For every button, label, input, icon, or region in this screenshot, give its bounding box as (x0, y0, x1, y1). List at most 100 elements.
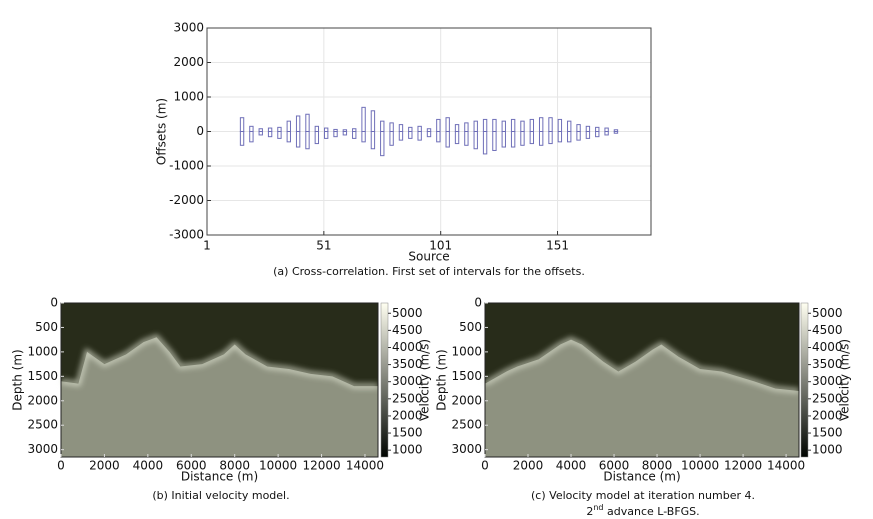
interval-bar (323, 131, 329, 139)
colorbar-tick-label: 2000 (392, 408, 423, 422)
interval-bar (352, 131, 357, 139)
interval-bar (576, 131, 581, 141)
interval-bar (314, 131, 320, 145)
interval-bar (286, 131, 291, 143)
interval-bar (305, 131, 310, 150)
interval-bar (501, 131, 506, 148)
x-tick-label: 8000 (219, 459, 250, 473)
interval-bar (258, 131, 263, 136)
interval-bar (249, 125, 254, 132)
interval-bar (548, 117, 553, 132)
interval-bar (492, 131, 497, 151)
y-tick-label: 0 (474, 296, 482, 310)
interval-bar (342, 131, 348, 136)
interval-bar (604, 127, 609, 133)
x-tick-label: 51 (316, 239, 331, 253)
interval-bar (464, 131, 469, 146)
colorbar-tick-label: 4000 (392, 340, 423, 354)
interval-bar (529, 131, 535, 145)
x-tick-label: 2000 (513, 459, 544, 473)
interval-bar (604, 131, 609, 136)
colorbar-tick-label: 1500 (392, 426, 423, 440)
interval-bar (595, 126, 600, 133)
interval-bar (520, 120, 525, 133)
interval-bar (380, 120, 385, 133)
interval-bar (370, 110, 376, 133)
interval-bar (277, 131, 282, 139)
interval-bar (361, 131, 366, 143)
x-tick-label: 10000 (259, 459, 297, 473)
interval-bar (482, 118, 488, 133)
x-axis-label: Distance (m) (181, 470, 258, 484)
y-tick-label: 2500 (27, 418, 58, 432)
interval-bar (389, 122, 394, 132)
y-tick-label: 3000 (451, 442, 482, 456)
ordinal-suffix: nd (593, 503, 603, 512)
caption-rest: advance L-BFGS. (604, 505, 700, 518)
colorbar-tick-label: 1500 (812, 426, 843, 440)
interface (60, 334, 378, 389)
y-tick-label: 3000 (173, 21, 204, 35)
y-tick-label: -1000 (169, 159, 204, 173)
interval-bar (576, 124, 581, 132)
interval-bar (408, 126, 413, 133)
interval-bar (557, 118, 563, 133)
y-tick-label: 500 (459, 320, 482, 334)
colorbar-tick-label: 3000 (812, 374, 843, 388)
caption: (c) Velocity model at iteration number 4… (531, 489, 755, 502)
y-tick-label: 3000 (27, 442, 58, 456)
interval-bar (249, 131, 254, 143)
interval-bar (361, 106, 366, 132)
y-tick-label: 1000 (173, 90, 204, 104)
interval-bar (464, 122, 469, 132)
interval-bar (510, 131, 516, 148)
interval-bar (380, 131, 385, 157)
interval-bar (473, 120, 478, 133)
x-tick-label: 6000 (599, 459, 630, 473)
caption: (a) Cross-correlation. First set of inte… (273, 265, 585, 278)
x-axis-label: Distance (m) (603, 470, 680, 484)
interval-bar (538, 131, 544, 146)
colorbar-tick-label: 1000 (812, 443, 843, 457)
colorbar-tick-label: 2000 (812, 408, 843, 422)
x-tick-label: 0 (481, 459, 489, 473)
y-tick-label: 1000 (27, 344, 58, 358)
colorbar-tick-label: 4000 (812, 340, 843, 354)
y-tick-label: 1000 (451, 344, 482, 358)
colorbar-tick-label: 1000 (392, 443, 423, 457)
interval-bar (454, 131, 460, 145)
x-tick-label: 6000 (176, 459, 207, 473)
interval-bar (408, 131, 413, 139)
interface (483, 336, 800, 394)
colorbar-label: Velocity (m/s) (838, 339, 852, 421)
colorbar-tick-label: 4500 (812, 323, 843, 337)
interval-bar (398, 124, 404, 132)
interval-bar (445, 117, 450, 132)
lower-layer (61, 337, 378, 457)
interval-bar (567, 131, 572, 143)
interval-bar (445, 131, 450, 148)
interval-bar (239, 117, 245, 132)
interval-bar (295, 131, 301, 148)
colorbar-tick-label: 4500 (392, 323, 423, 337)
interval-bar (277, 126, 282, 133)
interval-bar (417, 131, 422, 141)
interval-bar (417, 125, 422, 132)
y-tick-label: -2000 (169, 193, 204, 207)
interval-bar (520, 131, 525, 146)
interval-bar (548, 131, 553, 145)
axes-box (206, 27, 652, 236)
colorbar-tick-label: 5000 (392, 306, 423, 320)
x-tick-label: 10000 (681, 459, 719, 473)
colorbar (380, 302, 389, 458)
x-axis-label: Source (408, 250, 449, 264)
x-tick-label: 4000 (133, 459, 164, 473)
caption-c2: 2nd advance L-BFGS. (586, 503, 699, 519)
interval-bar (333, 131, 338, 138)
interval-bar (314, 125, 320, 132)
lower-layer (485, 339, 799, 457)
colorbar-tick-label: 3500 (812, 357, 843, 371)
interval-bar (267, 127, 273, 133)
y-tick-label: 2000 (451, 393, 482, 407)
ordinal: 2 (586, 505, 593, 518)
